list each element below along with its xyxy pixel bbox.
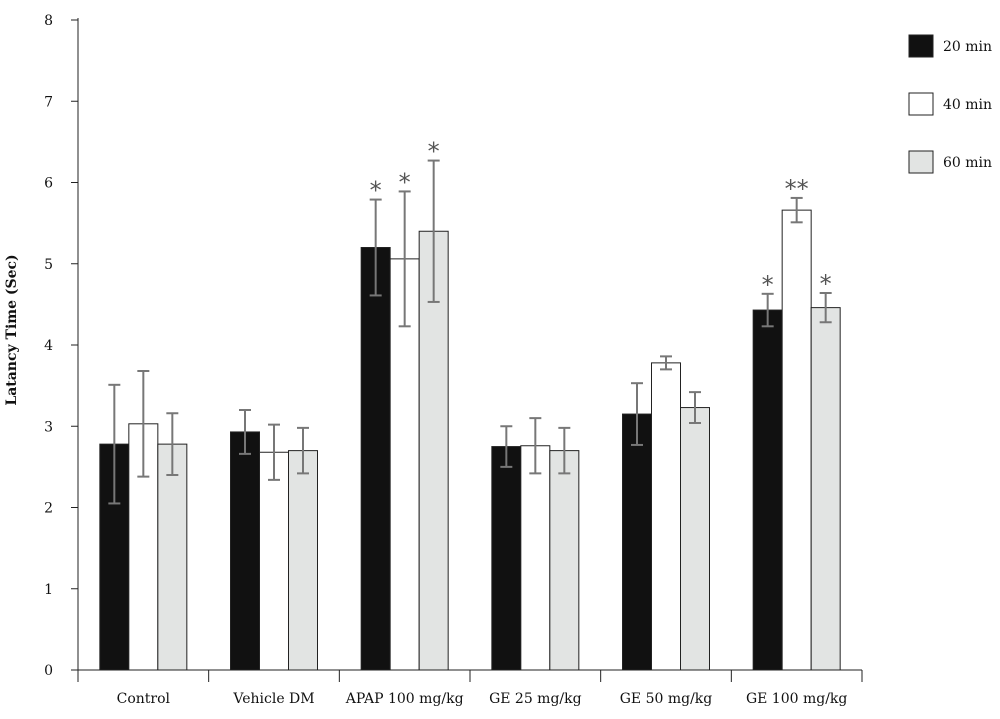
y-axis-label: Latancy Time (Sec) xyxy=(4,254,20,405)
x-category-label: GE 25 mg/kg xyxy=(489,691,582,707)
x-category-label: GE 100 mg/kg xyxy=(746,691,847,707)
significance-mark: ** xyxy=(785,175,809,203)
significance-mark: * xyxy=(820,270,832,298)
legend-swatch xyxy=(908,150,934,174)
bar xyxy=(680,407,710,671)
legend-swatch xyxy=(908,34,934,58)
bar xyxy=(810,307,841,671)
bar xyxy=(418,230,449,671)
legend-label: 60 min xyxy=(943,155,992,171)
bar xyxy=(752,309,783,671)
legend-label: 40 min xyxy=(943,97,992,113)
y-tick-label: 8 xyxy=(44,13,53,29)
y-tick-label: 6 xyxy=(44,176,53,192)
y-tick-label: 0 xyxy=(44,663,53,679)
significance-mark: * xyxy=(762,271,774,299)
legend-swatch xyxy=(908,92,934,116)
x-category-label: GE 50 mg/kg xyxy=(620,691,713,707)
significance-mark: * xyxy=(370,177,382,205)
y-tick-label: 5 xyxy=(44,257,53,273)
x-category-label: APAP 100 mg/kg xyxy=(345,691,464,707)
chart-axes: 0 1 2 3 4 5 6 7 8 Latancy Time (Sec) Control Vehicl… xyxy=(4,13,863,707)
bar xyxy=(230,431,260,671)
chart-error-bars xyxy=(108,159,832,505)
y-tick-label: 7 xyxy=(44,94,53,110)
bar xyxy=(491,446,522,671)
bar xyxy=(781,209,812,671)
bar xyxy=(157,443,188,671)
bar xyxy=(259,451,289,671)
chart-legend: 20 min 40 min 60 min xyxy=(908,34,992,174)
bar xyxy=(520,445,551,671)
significance-mark: * xyxy=(399,168,411,196)
y-tick-label: 2 xyxy=(44,501,53,517)
chart-significance-marks: *** **** xyxy=(370,138,832,299)
x-category-label: Control xyxy=(117,691,171,707)
x-category-label: Vehicle DM xyxy=(232,691,314,707)
bar xyxy=(622,413,652,671)
legend-label: 20 min xyxy=(943,39,992,55)
y-tick-label: 3 xyxy=(44,419,53,435)
bar xyxy=(360,247,391,671)
bar xyxy=(288,450,318,671)
y-tick-label: 4 xyxy=(44,338,53,354)
significance-mark: * xyxy=(428,138,440,166)
y-tick-label: 1 xyxy=(44,582,53,598)
chart-bars xyxy=(99,209,841,671)
bar xyxy=(549,450,580,671)
bar xyxy=(651,362,681,671)
